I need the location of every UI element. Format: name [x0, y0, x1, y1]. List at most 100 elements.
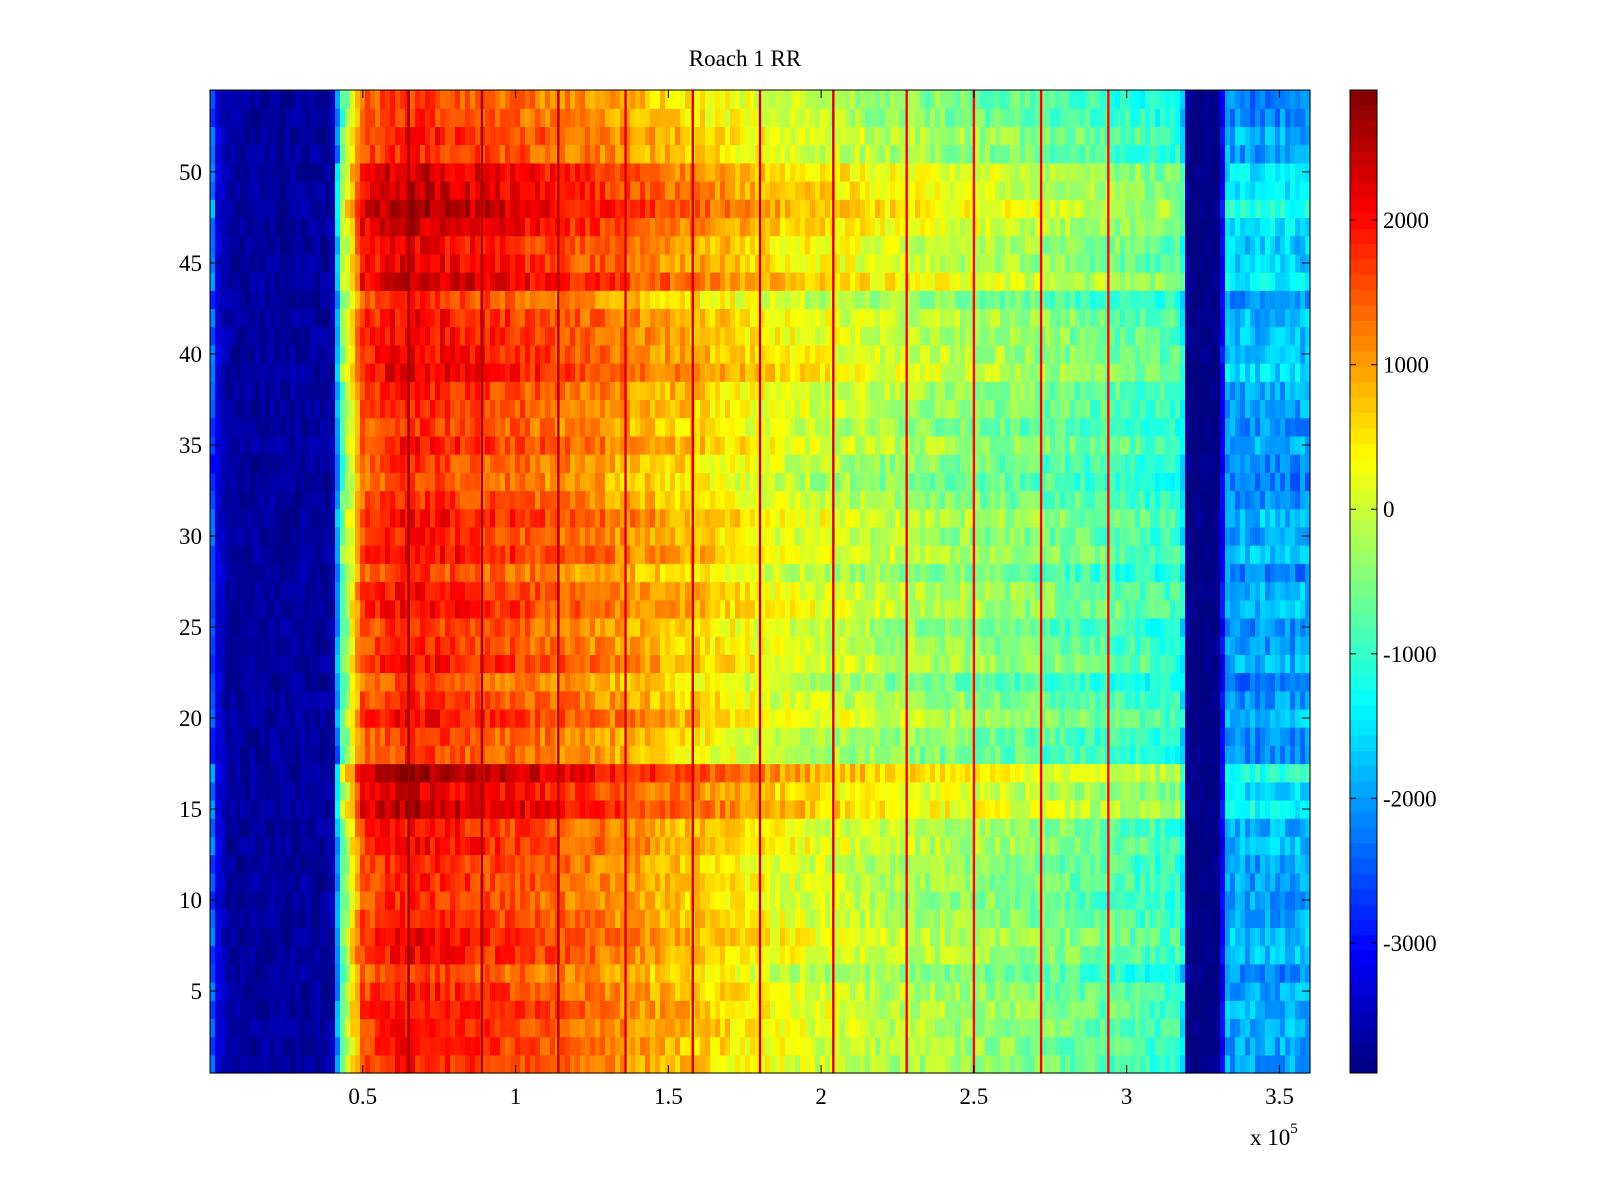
heatmap-cell	[1295, 781, 1301, 801]
heatmap-cell	[675, 727, 681, 746]
heatmap-cell	[980, 781, 986, 801]
heatmap-cell	[670, 1054, 676, 1074]
heatmap-cell	[835, 836, 841, 856]
heatmap-cell	[385, 672, 391, 692]
heatmap-cell	[825, 727, 831, 746]
heatmap-cell	[495, 1036, 501, 1056]
heatmap-cell	[1305, 1018, 1311, 1038]
heatmap-cell	[745, 1036, 751, 1056]
heatmap-cell	[335, 981, 341, 1001]
heatmap-cell	[600, 1000, 606, 1019]
heatmap-cell	[1030, 818, 1036, 837]
heatmap-cell	[885, 1000, 891, 1019]
heatmap-cell	[1170, 690, 1176, 710]
heatmap-cell	[995, 1036, 1001, 1056]
heatmap-cell	[560, 672, 566, 692]
heatmap-cell	[415, 981, 421, 1001]
heatmap-cell	[750, 690, 756, 710]
heatmap-cell	[900, 745, 906, 765]
heatmap-cell	[790, 763, 796, 783]
heatmap-cell	[965, 854, 971, 874]
heatmap-cell	[885, 799, 891, 819]
heatmap-cell	[755, 890, 761, 910]
heatmap-cell	[1285, 872, 1291, 892]
heatmap-cell	[390, 890, 396, 910]
heatmap-cell	[610, 672, 616, 692]
heatmap-cell	[430, 872, 436, 892]
heatmap-cell	[955, 799, 961, 819]
heatmap-cell	[610, 708, 616, 728]
heatmap-cell	[245, 963, 251, 983]
heatmap-cell	[665, 1000, 671, 1019]
heatmap-cell	[1220, 872, 1226, 892]
heatmap-cell	[605, 909, 611, 928]
heatmap-cell	[1280, 981, 1286, 1001]
heatmap-cell	[965, 727, 971, 746]
heatmap-cell	[1075, 727, 1081, 746]
heatmap-cell	[1100, 927, 1106, 947]
heatmap-cell	[565, 818, 571, 837]
heatmap-cell	[575, 854, 581, 874]
heatmap-cell	[925, 690, 931, 710]
heatmap-cell	[1135, 854, 1141, 874]
heatmap-cell	[365, 981, 371, 1001]
heatmap-cell	[725, 945, 731, 965]
heatmap-cell	[645, 1000, 651, 1019]
heatmap-cell	[220, 727, 226, 746]
heatmap-cell	[705, 909, 711, 928]
heatmap-cell	[1290, 799, 1296, 819]
heatmap-cell	[670, 836, 676, 856]
heatmap-cell	[950, 727, 956, 746]
heatmap-cell	[1120, 872, 1126, 892]
heatmap-cell	[1125, 981, 1131, 1001]
heatmap-cell	[1055, 909, 1061, 928]
heatmap-cell	[1000, 927, 1006, 947]
heatmap-cell	[280, 1000, 286, 1019]
heatmap-cell	[685, 927, 691, 947]
heatmap-cell	[655, 781, 661, 801]
heatmap-cell	[765, 854, 771, 874]
heatmap-cell	[850, 872, 856, 892]
heatmap-cell	[825, 872, 831, 892]
heatmap-cell	[355, 1000, 361, 1019]
heatmap-cell	[625, 909, 631, 928]
heatmap-cell	[915, 836, 921, 856]
heatmap-cell	[1020, 745, 1026, 765]
heatmap-cell	[990, 927, 996, 947]
heatmap-cell	[450, 763, 456, 783]
heatmap-cell	[1270, 1054, 1276, 1074]
heatmap-cell	[305, 1018, 311, 1038]
heatmap-cell	[655, 1036, 661, 1056]
heatmap-cell	[1175, 945, 1181, 965]
heatmap-cell	[470, 1036, 476, 1056]
heatmap-cell	[740, 963, 746, 983]
heatmap-cell	[1190, 672, 1196, 692]
heatmap-cell	[215, 927, 221, 947]
heatmap-cell	[705, 763, 711, 783]
heatmap-cell	[795, 963, 801, 983]
heatmap-cell	[705, 890, 711, 910]
heatmap-cell	[730, 1036, 736, 1056]
heatmap-cell	[800, 1036, 806, 1056]
heatmap-cell	[365, 963, 371, 983]
heatmap-cell	[1235, 690, 1241, 710]
heatmap-cell	[1255, 1018, 1261, 1038]
heatmap-cell	[1295, 836, 1301, 856]
heatmap-cell	[530, 763, 536, 783]
heatmap-cell	[535, 963, 541, 983]
heatmap-cell	[710, 1054, 716, 1074]
heatmap-cell	[290, 763, 296, 783]
heatmap-cell	[445, 963, 451, 983]
heatmap-cell	[1205, 981, 1211, 1001]
heatmap-cell	[1275, 727, 1281, 746]
heatmap-cell	[965, 836, 971, 856]
heatmap-cell	[840, 727, 846, 746]
heatmap-cell	[635, 818, 641, 837]
heatmap-cell	[495, 1054, 501, 1074]
heatmap-cell	[925, 909, 931, 928]
heatmap-cell	[1215, 690, 1221, 710]
heatmap-cell	[1075, 818, 1081, 837]
heatmap-cell	[1250, 836, 1256, 856]
heatmap-cell	[955, 963, 961, 983]
heatmap-cell	[1280, 763, 1286, 783]
